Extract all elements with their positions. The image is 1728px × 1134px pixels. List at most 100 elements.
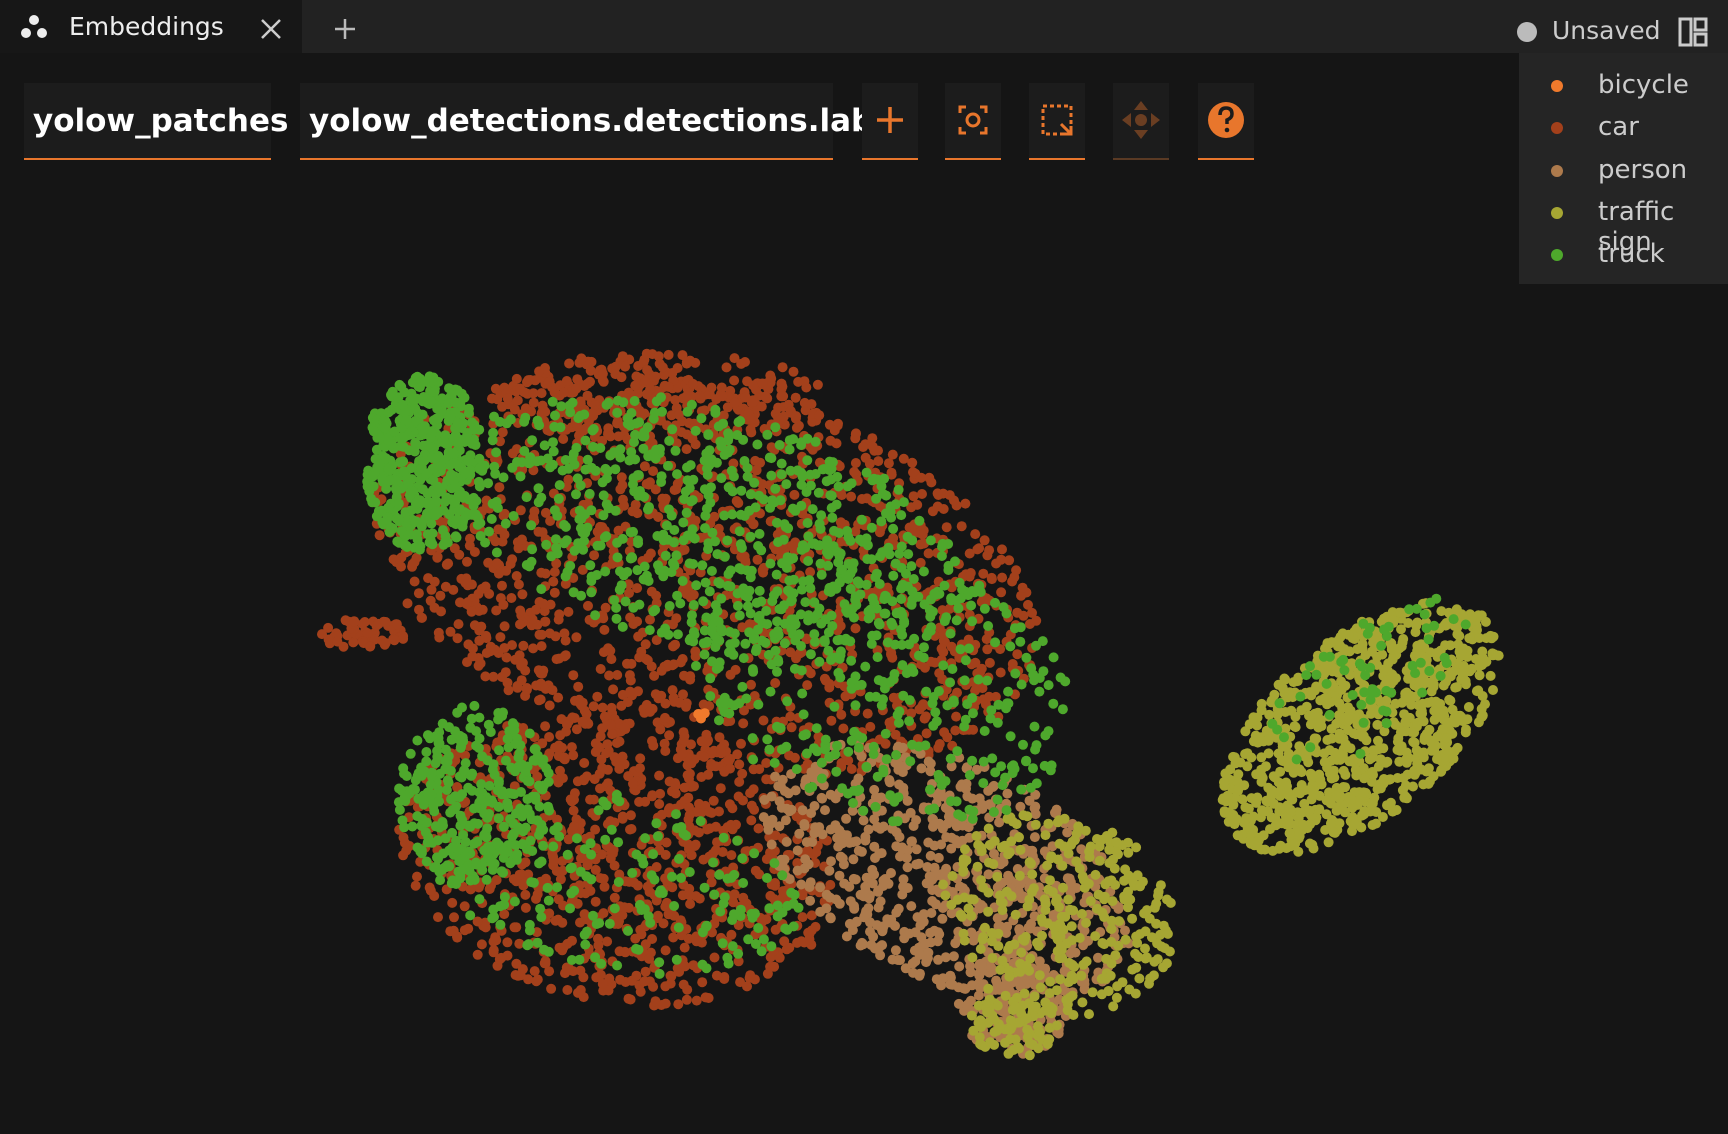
point — [495, 632, 506, 643]
point — [1027, 607, 1037, 618]
point — [984, 657, 995, 668]
point — [537, 738, 548, 749]
point — [636, 929, 647, 940]
point — [655, 724, 666, 735]
point — [887, 652, 898, 663]
point — [694, 893, 705, 904]
point — [663, 349, 674, 360]
point — [983, 823, 994, 834]
point — [660, 746, 671, 756]
point — [971, 831, 982, 841]
point — [739, 705, 749, 716]
point — [571, 383, 582, 394]
point — [849, 466, 860, 477]
point — [520, 889, 531, 900]
point — [684, 768, 695, 779]
point — [515, 605, 526, 616]
point — [1062, 1005, 1073, 1016]
point — [929, 819, 940, 830]
point — [908, 467, 918, 478]
point — [694, 827, 704, 838]
point — [698, 854, 709, 865]
point — [1367, 798, 1378, 809]
point — [1004, 971, 1015, 982]
point — [1134, 973, 1145, 984]
point — [1014, 832, 1024, 843]
point — [1322, 762, 1333, 773]
point — [927, 896, 938, 906]
point — [1111, 992, 1122, 1003]
point — [984, 994, 995, 1005]
point — [614, 869, 625, 880]
point — [608, 844, 619, 855]
point — [483, 557, 494, 568]
point — [753, 823, 764, 834]
point — [1149, 956, 1160, 967]
point — [425, 885, 436, 896]
point — [575, 698, 586, 709]
point — [911, 859, 922, 870]
point — [597, 978, 608, 989]
point — [1077, 997, 1088, 1008]
point — [520, 857, 531, 868]
point — [1034, 970, 1045, 981]
point — [445, 626, 456, 637]
point — [765, 890, 776, 901]
point — [704, 806, 715, 817]
point — [612, 670, 623, 680]
point — [511, 571, 522, 581]
point — [1063, 894, 1074, 905]
point — [649, 670, 660, 681]
point — [659, 738, 670, 749]
point — [684, 821, 695, 831]
point — [982, 644, 993, 655]
point — [577, 564, 588, 575]
point — [880, 738, 891, 749]
point — [514, 650, 525, 661]
point — [1034, 1027, 1045, 1038]
point — [812, 379, 823, 390]
point — [895, 955, 905, 966]
point — [717, 391, 728, 402]
point — [773, 402, 784, 413]
point — [891, 907, 902, 918]
point — [622, 697, 633, 708]
point — [412, 871, 422, 882]
point — [904, 928, 915, 939]
point — [585, 885, 596, 896]
point — [667, 685, 678, 696]
point — [630, 380, 641, 391]
point — [864, 893, 875, 904]
point — [502, 393, 513, 404]
point — [1043, 818, 1054, 829]
point — [784, 806, 795, 817]
point — [671, 484, 682, 495]
point — [435, 590, 446, 601]
point — [573, 681, 584, 692]
point — [663, 381, 674, 392]
point — [1113, 940, 1124, 951]
point — [1065, 904, 1076, 915]
point — [746, 679, 756, 690]
point — [883, 458, 894, 469]
point — [940, 890, 951, 901]
point — [785, 647, 796, 658]
point — [517, 534, 527, 545]
point — [595, 731, 606, 742]
point — [738, 718, 749, 729]
point — [683, 933, 694, 944]
point — [602, 739, 613, 750]
point — [937, 823, 948, 834]
point — [555, 730, 566, 741]
point — [824, 865, 835, 876]
point — [445, 926, 456, 937]
point — [862, 708, 873, 719]
point — [1246, 752, 1257, 763]
point — [557, 917, 568, 928]
point — [531, 680, 542, 691]
point — [1046, 851, 1057, 862]
point — [1280, 707, 1291, 717]
point — [978, 568, 989, 579]
point — [666, 410, 677, 421]
